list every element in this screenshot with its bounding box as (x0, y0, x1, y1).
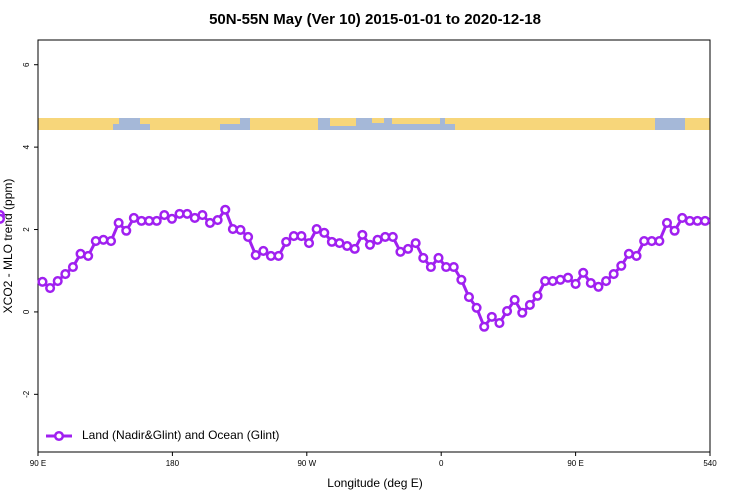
chart-title: 50N-55N May (Ver 10) 2015-01-01 to 2020-… (209, 11, 541, 28)
point (463, 292, 475, 303)
point (418, 252, 429, 263)
y-tick-label: 6 (22, 62, 31, 67)
point (578, 267, 589, 278)
point (364, 239, 376, 250)
point (502, 306, 513, 317)
point (220, 204, 231, 215)
x-tick-label: 180 (166, 459, 180, 468)
point (113, 217, 124, 228)
point (67, 261, 78, 273)
y-tick-label: 2 (22, 227, 31, 232)
point (212, 214, 223, 226)
legend-label: Land (Nadir&Glint) and Ocean (Glint) (82, 428, 279, 442)
point (524, 299, 535, 310)
point (296, 231, 307, 242)
point (448, 261, 459, 273)
point (281, 236, 292, 247)
point (349, 243, 360, 254)
x-tick-label: 90 E (567, 459, 583, 468)
point (182, 208, 193, 219)
point (166, 213, 178, 224)
land-ocean-strip (38, 118, 710, 130)
point (601, 275, 612, 287)
point (570, 278, 581, 289)
y-axis-label: XCO2 - MLO trend (ppm) (1, 179, 15, 314)
point (509, 294, 520, 306)
point (562, 272, 574, 283)
point (425, 261, 436, 273)
point (105, 236, 117, 247)
legend-marker (53, 430, 65, 442)
point (585, 278, 596, 289)
point (433, 252, 444, 263)
point (90, 236, 101, 247)
x-axis-label: Longitude (deg E) (327, 476, 422, 490)
point (700, 215, 711, 226)
point (235, 224, 246, 235)
point (616, 260, 627, 271)
point (654, 236, 665, 247)
point (159, 210, 170, 221)
point (387, 231, 398, 242)
y-tick-label: 4 (22, 144, 31, 149)
point (303, 238, 315, 249)
point (357, 229, 368, 240)
point (410, 238, 421, 249)
point (326, 236, 337, 247)
point (494, 317, 505, 329)
point (532, 290, 543, 301)
x-tick-label: 540 (703, 459, 717, 468)
point (151, 215, 162, 226)
point (0, 213, 6, 224)
point (197, 210, 208, 221)
point (121, 225, 132, 236)
point (669, 225, 680, 236)
point (273, 250, 284, 261)
point (547, 275, 558, 287)
point (37, 276, 48, 287)
x-tick-label: 90 W (297, 459, 316, 468)
point (471, 302, 482, 313)
y-tick-label: -2 (22, 390, 31, 398)
x-tick-label: 0 (439, 459, 444, 468)
point (486, 311, 497, 322)
point (250, 250, 261, 261)
point (311, 224, 322, 235)
point (517, 307, 528, 318)
point (258, 245, 269, 256)
plot-frame (37, 39, 711, 453)
series-line (41, 206, 706, 330)
point (60, 268, 71, 280)
y-tick-label: 0 (22, 309, 31, 314)
point (243, 231, 254, 242)
point (402, 243, 414, 254)
point (479, 321, 490, 332)
point (608, 268, 619, 280)
point (45, 282, 56, 294)
point (52, 275, 63, 287)
point (83, 250, 94, 261)
point (98, 234, 109, 245)
point (631, 250, 642, 261)
point (661, 217, 673, 228)
point (456, 274, 467, 285)
point (593, 281, 604, 292)
point (319, 227, 330, 238)
x-tick-label: 90 E (30, 459, 46, 468)
